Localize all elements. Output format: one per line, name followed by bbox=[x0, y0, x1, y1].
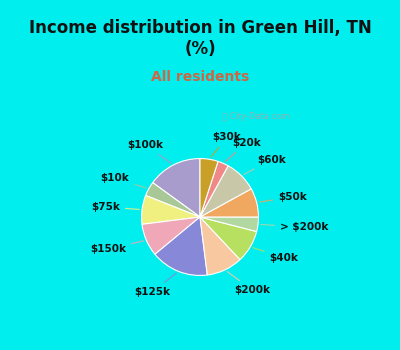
Text: $30k: $30k bbox=[211, 132, 241, 157]
Text: > $200k: > $200k bbox=[261, 222, 328, 232]
Wedge shape bbox=[200, 217, 240, 275]
Text: Income distribution in Green Hill, TN
(%): Income distribution in Green Hill, TN (%… bbox=[29, 19, 371, 58]
Text: $75k: $75k bbox=[91, 202, 139, 212]
Text: $200k: $200k bbox=[227, 272, 270, 295]
Wedge shape bbox=[200, 166, 251, 217]
Wedge shape bbox=[200, 159, 218, 217]
Text: $150k: $150k bbox=[90, 241, 144, 254]
Wedge shape bbox=[200, 217, 257, 260]
Wedge shape bbox=[200, 217, 258, 232]
Text: $10k: $10k bbox=[100, 173, 146, 188]
Text: ⓘ City-Data.com: ⓘ City-Data.com bbox=[222, 112, 289, 121]
Text: $125k: $125k bbox=[134, 273, 176, 297]
Wedge shape bbox=[155, 217, 207, 275]
Text: All residents: All residents bbox=[151, 70, 249, 84]
Wedge shape bbox=[146, 183, 200, 217]
Text: $60k: $60k bbox=[244, 155, 286, 174]
Wedge shape bbox=[153, 159, 200, 217]
Text: $20k: $20k bbox=[225, 138, 261, 161]
Wedge shape bbox=[142, 217, 200, 254]
Text: $40k: $40k bbox=[253, 248, 298, 263]
Text: $50k: $50k bbox=[259, 192, 307, 202]
Wedge shape bbox=[142, 196, 200, 224]
Wedge shape bbox=[200, 161, 228, 217]
Text: $100k: $100k bbox=[127, 140, 171, 163]
Wedge shape bbox=[200, 189, 258, 217]
